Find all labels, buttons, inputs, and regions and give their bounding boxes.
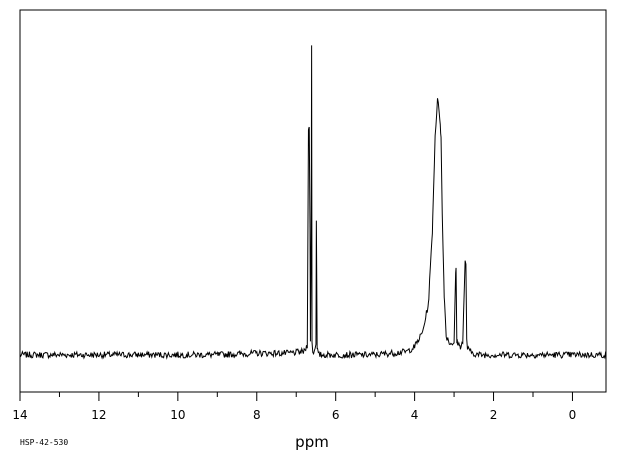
- x-axis-ticks: [19, 392, 573, 401]
- x-tick-label: 0: [569, 408, 577, 422]
- x-axis-tick-labels: 14 12 10 8 6 4 2 0: [12, 408, 576, 422]
- sample-code: HSP-42-530: [20, 438, 68, 447]
- x-tick-label: 8: [253, 408, 261, 422]
- x-tick-label: 14: [12, 408, 27, 422]
- x-tick-label: 6: [332, 408, 340, 422]
- x-tick-label: 4: [411, 408, 419, 422]
- x-tick-label: 10: [170, 408, 185, 422]
- x-axis-label: ppm: [295, 433, 329, 451]
- spectrum-trace: [19, 45, 607, 360]
- x-tick-label: 12: [91, 408, 106, 422]
- x-tick-label: 2: [490, 408, 498, 422]
- plot-frame: [19, 9, 607, 393]
